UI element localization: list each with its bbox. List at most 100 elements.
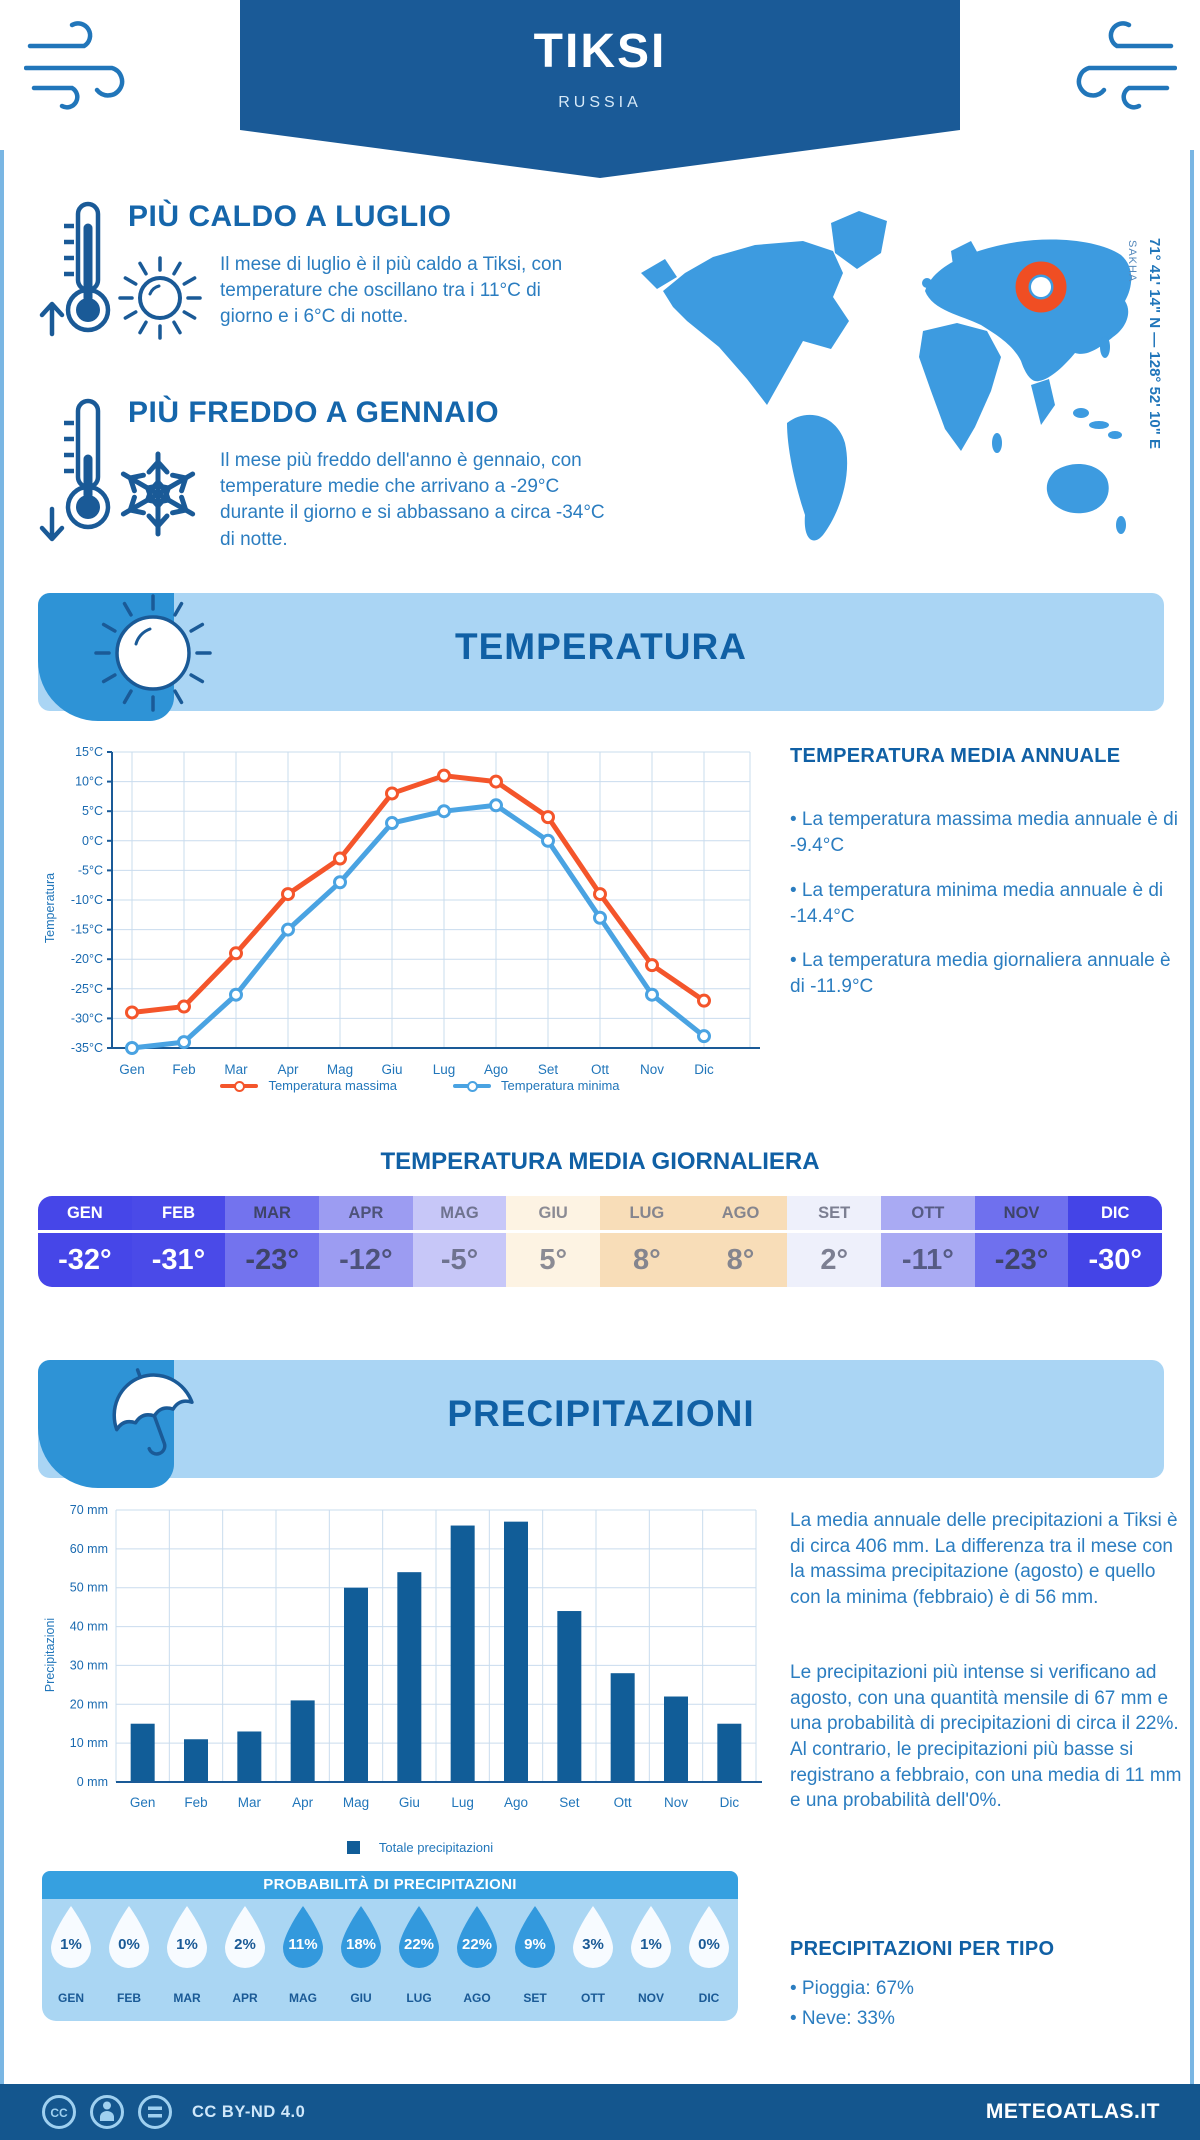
- map-coordinates: 71° 41' 14" N — 128° 52' 10" E: [1146, 238, 1163, 449]
- left-edge-rule: [0, 150, 4, 2084]
- probability-droplet-nov: 1% NOV: [622, 1899, 680, 2021]
- header-banner-point: [240, 130, 960, 178]
- temperature-line-chart: 15°C 10°C 5°C 0°C -5°C -10°C -15°C -20°C -25°C -3…: [71, 745, 760, 1077]
- probability-droplet-set: 9% SET: [506, 1899, 564, 2021]
- droplet-month: MAG: [289, 1991, 317, 2005]
- svg-text:Dic: Dic: [720, 1795, 740, 1810]
- droplet-month: DIC: [698, 1991, 720, 2005]
- probability-droplet-gen: 1% GEN: [42, 1899, 100, 2021]
- equals-icon: [138, 2095, 172, 2129]
- table-month-value: -30°: [1068, 1233, 1162, 1287]
- droplet-icon: [51, 1906, 91, 1968]
- droplet-month: GEN: [57, 1991, 84, 2005]
- svg-text:20 mm: 20 mm: [70, 1697, 108, 1711]
- map-marker-ring: [1015, 261, 1067, 313]
- table-column-giu: GIU 5°: [506, 1196, 601, 1287]
- cc-icon: CC: [42, 2095, 76, 2129]
- table-column-set: SET 2°: [787, 1196, 882, 1287]
- temperature-banner: [38, 593, 1164, 711]
- table-month-value: -5°: [412, 1233, 507, 1287]
- table-month-header: GEN: [38, 1196, 132, 1233]
- table-month-header: FEB: [131, 1196, 226, 1233]
- svg-text:Lug: Lug: [451, 1795, 474, 1810]
- svg-text:Mar: Mar: [224, 1062, 248, 1077]
- svg-text:Giu: Giu: [381, 1062, 402, 1077]
- droplet-percent: 3%: [582, 1936, 604, 1953]
- droplet-icon: [573, 1906, 613, 1968]
- svg-text:Ago: Ago: [484, 1062, 508, 1077]
- thermometer-cold-icon: [64, 398, 111, 530]
- table-month-header: APR: [319, 1196, 413, 1233]
- droplet-percent: 22%: [403, 1936, 435, 1953]
- probability-droplet-ago: 22% AGO: [448, 1899, 506, 2021]
- precip-paragraph-1: La media annuale delle precipitazioni a …: [790, 1510, 1178, 1608]
- precip-type-snow: • Neve: 33%: [790, 2008, 895, 2029]
- probability-droplets: 1% GEN 0% FEB 1% MAR 2% APR 11% MAG 18% GIU 22% LUG 22…: [42, 1899, 738, 2021]
- svg-text:Set: Set: [538, 1062, 559, 1077]
- probability-droplet-mar: 1% MAR: [158, 1899, 216, 2021]
- droplet-icon: [399, 1906, 439, 1968]
- header-banner: [240, 0, 960, 130]
- svg-text:Giu: Giu: [399, 1795, 420, 1810]
- footer: CC CC BY-ND 4.0 METEOATLAS.IT: [0, 2084, 1200, 2140]
- arrow-down-icon: [39, 506, 65, 542]
- annual-temp-bullet-daily: • La temperatura media giornaliera annua…: [790, 950, 1171, 997]
- legend-square: [346, 1841, 360, 1854]
- temp-chart-ylabel: Temperatura: [43, 872, 57, 944]
- legend-item: Temperatura massima: [220, 1078, 397, 1093]
- droplet-month: GIU: [350, 1991, 372, 2005]
- table-month-value: -11°: [881, 1233, 975, 1287]
- table-month-value: -31°: [131, 1233, 226, 1287]
- svg-text:Apr: Apr: [292, 1795, 314, 1810]
- right-edge-rule: [1190, 150, 1194, 2084]
- legend-item: Temperatura minima: [453, 1078, 620, 1093]
- svg-text:Ott: Ott: [614, 1795, 632, 1810]
- world-map: [641, 211, 1132, 541]
- droplet-percent: 0%: [118, 1936, 140, 1953]
- sun-banner-icon: [94, 594, 212, 712]
- table-column-dic: DIC -30°: [1068, 1196, 1162, 1287]
- license-block: CC CC BY-ND 4.0: [40, 2093, 305, 2131]
- table-month-value: -12°: [319, 1233, 413, 1287]
- svg-text:Mar: Mar: [238, 1795, 262, 1810]
- svg-text:0°C: 0°C: [82, 834, 103, 848]
- license-label: CC BY-ND 4.0: [192, 2102, 306, 2121]
- svg-text:10°C: 10°C: [75, 775, 103, 789]
- thermometer-warm-icon: [64, 201, 111, 333]
- svg-text:Gen: Gen: [119, 1062, 145, 1077]
- probability-droplet-giu: 18% GIU: [332, 1899, 390, 2021]
- probability-droplet-lug: 22% LUG: [390, 1899, 448, 2021]
- svg-text:Feb: Feb: [172, 1062, 195, 1077]
- droplet-icon: [457, 1906, 497, 1968]
- umbrella-icon: [112, 1368, 194, 1456]
- droplet-icon: [109, 1906, 149, 1968]
- table-column-ago: AGO 8°: [693, 1196, 788, 1287]
- droplet-percent: 2%: [234, 1936, 256, 1953]
- table-column-lug: LUG 8°: [600, 1196, 694, 1287]
- probability-droplet-apr: 2% APR: [216, 1899, 274, 2021]
- svg-text:5°C: 5°C: [82, 804, 103, 818]
- coldest-text: Il mese più freddo dell'anno è gennaio, …: [220, 450, 605, 550]
- probability-title: PROBABILITÀ DI PRECIPITAZIONI: [42, 1871, 738, 1899]
- svg-text:-25°C: -25°C: [71, 982, 103, 996]
- droplet-month: FEB: [117, 1991, 141, 2005]
- droplet-percent: 9%: [524, 1936, 546, 1953]
- svg-text:60 mm: 60 mm: [70, 1542, 108, 1556]
- svg-text:70 mm: 70 mm: [70, 1503, 108, 1517]
- temperature-section-title: TEMPERATURA: [455, 626, 747, 667]
- droplet-icon: [283, 1906, 323, 1968]
- person-icon: [90, 2095, 124, 2129]
- wind-icon-right: [1076, 21, 1177, 110]
- table-column-mar: MAR -23°: [225, 1196, 320, 1287]
- svg-text:-10°C: -10°C: [71, 893, 103, 907]
- table-column-nov: NOV -23°: [974, 1196, 1069, 1287]
- svg-text:0 mm: 0 mm: [77, 1775, 108, 1789]
- droplet-percent: 0%: [698, 1936, 720, 1953]
- precipitation-bar-chart: 0 mm 10 mm 20 mm 30 mm 40 mm 50 mm 60 mm 70 mm G…: [70, 1503, 762, 1810]
- precip-types-title: PRECIPITAZIONI PER TIPO: [790, 1938, 1055, 1960]
- svg-text:Ott: Ott: [591, 1062, 609, 1077]
- page-subtitle: RUSSIA: [558, 94, 642, 111]
- svg-text:Mag: Mag: [327, 1062, 353, 1077]
- svg-text:-35°C: -35°C: [71, 1041, 103, 1055]
- svg-text:10 mm: 10 mm: [70, 1736, 108, 1750]
